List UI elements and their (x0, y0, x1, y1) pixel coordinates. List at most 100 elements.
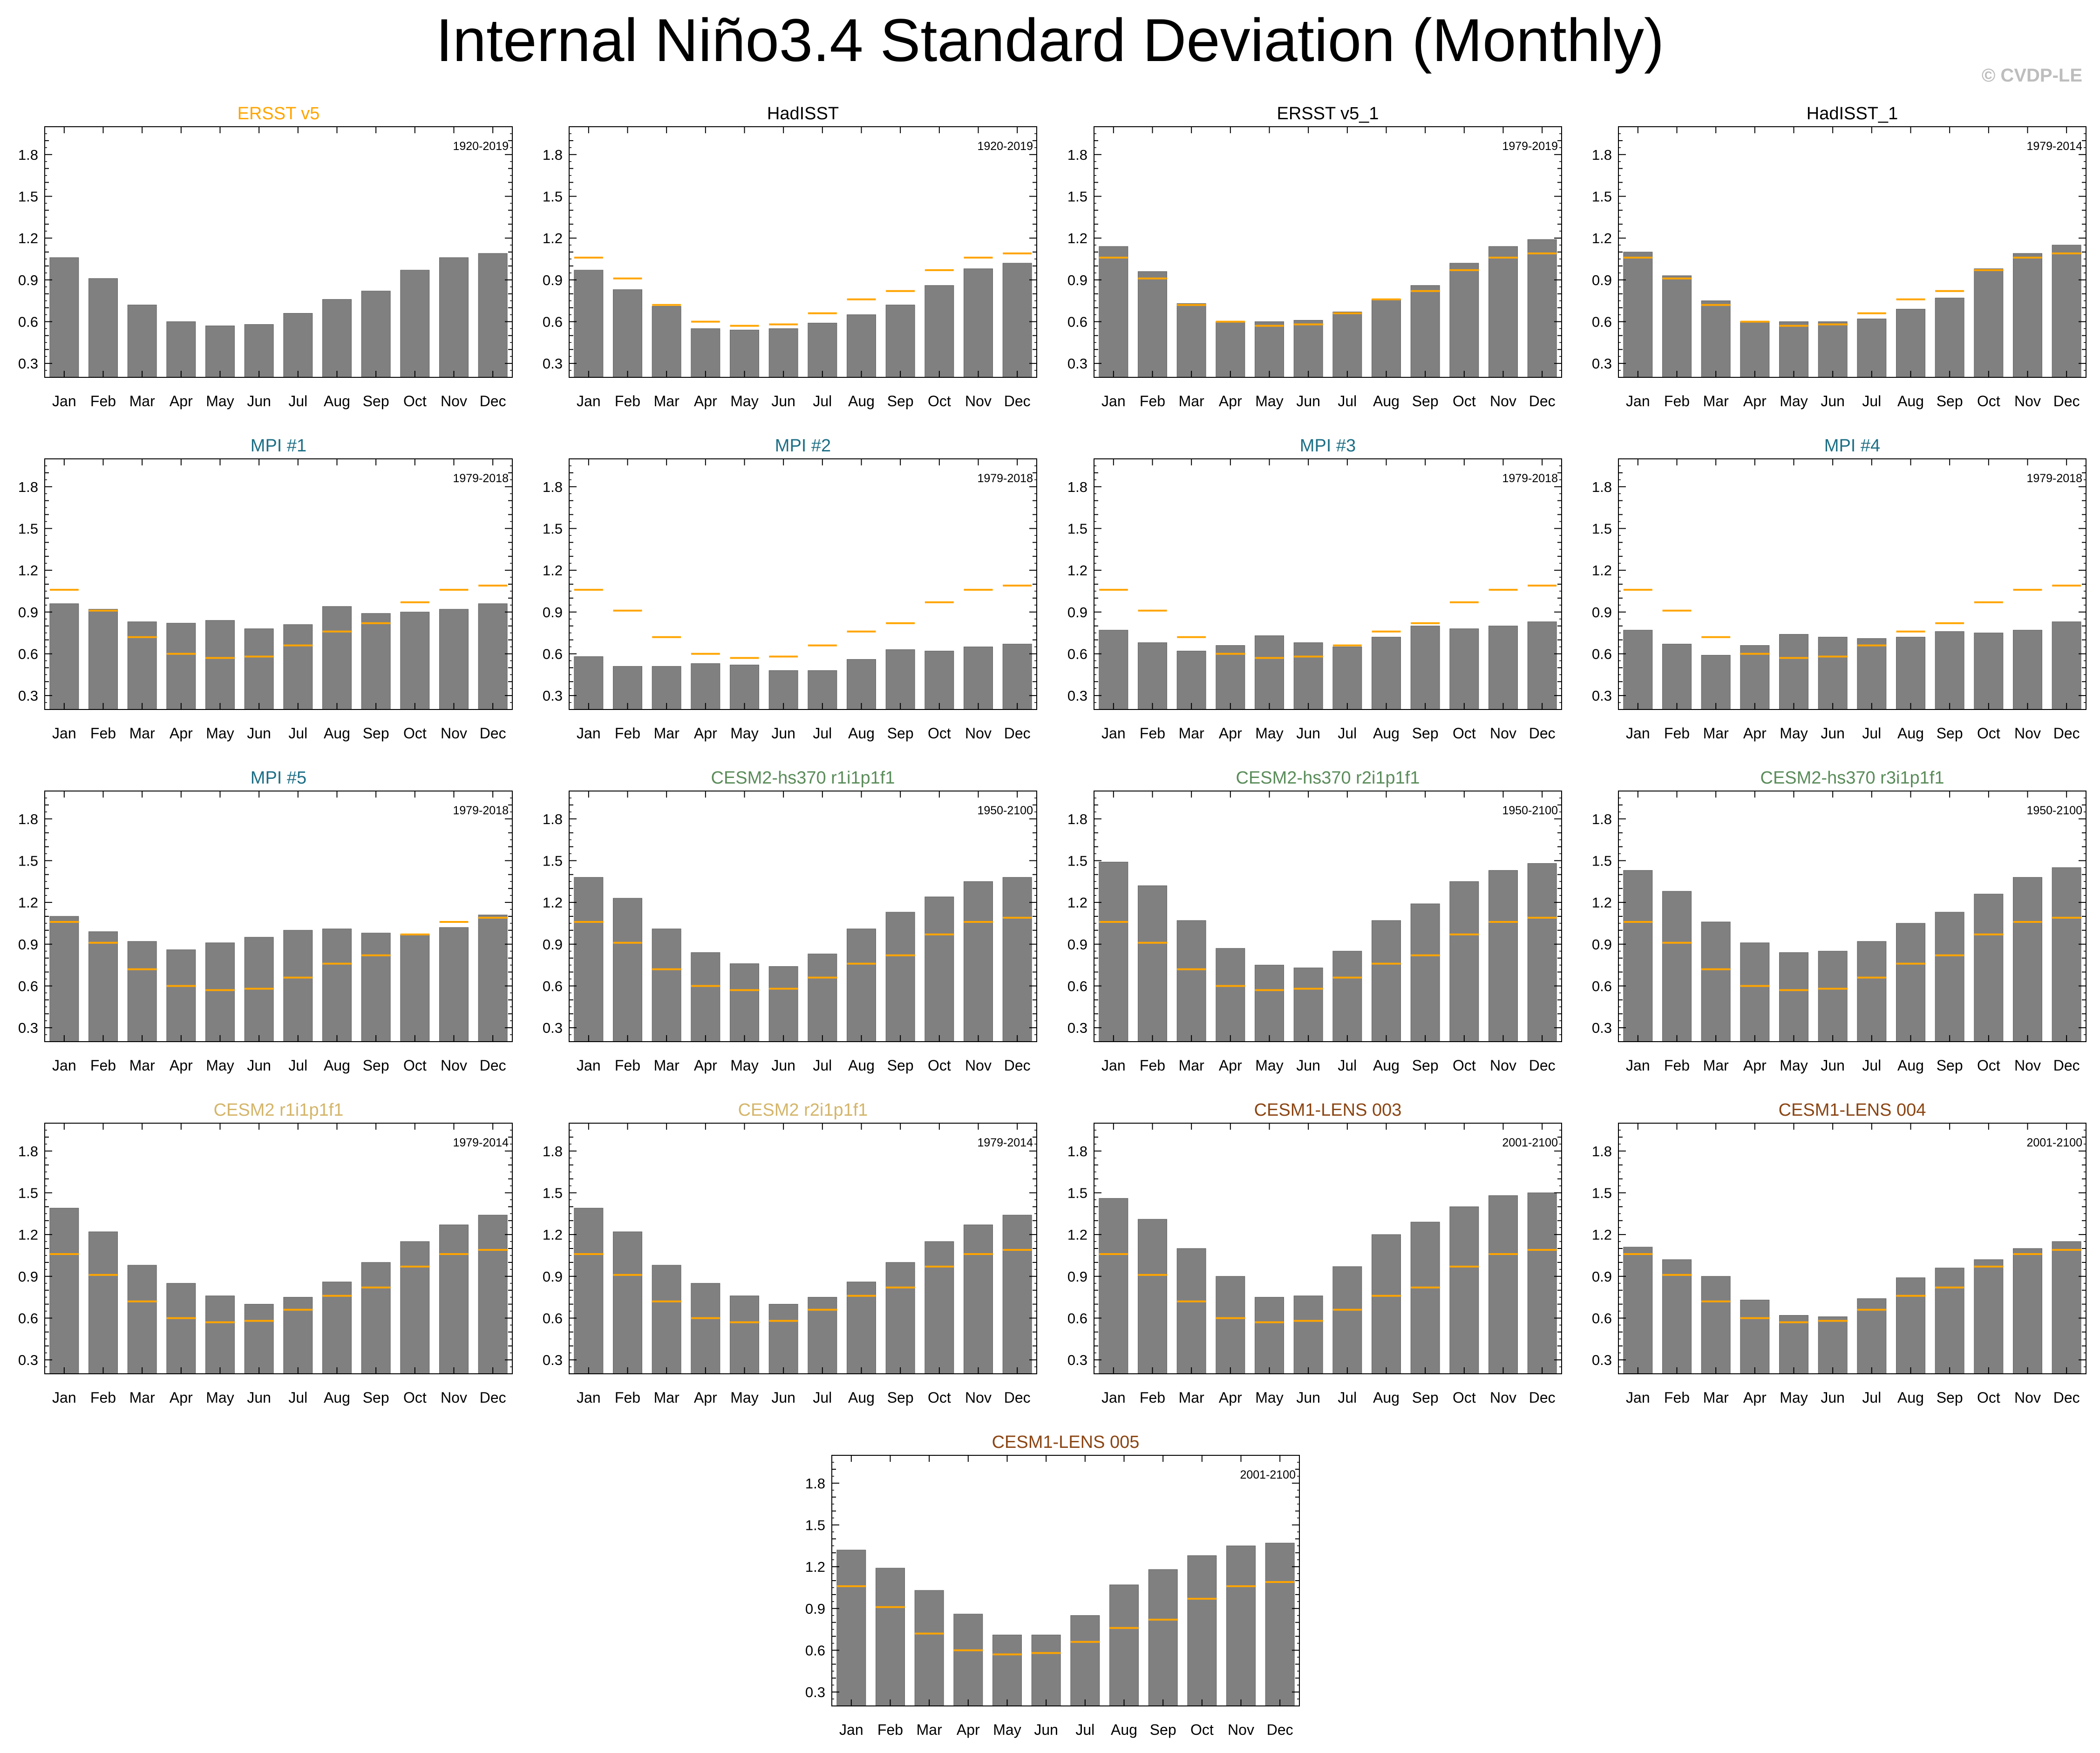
y-tick-label: 0.3 (1592, 1020, 1612, 1036)
bar (478, 603, 508, 710)
bar (244, 1304, 274, 1374)
bar (1002, 644, 1032, 710)
bar (361, 1262, 391, 1374)
bar (1138, 642, 1167, 710)
y-tick-label: 0.3 (1067, 1352, 1087, 1368)
bar (1148, 1569, 1178, 1706)
x-tick-label: Oct (928, 393, 951, 409)
chart-panel: MPI #3 0.3 0.6 0.9 1.2 1.5 1.8 Jan Feb Mar Apr May J… (1067, 436, 1562, 742)
bar (1662, 275, 1692, 378)
x-tick-label: Feb (1140, 393, 1165, 409)
x-tick-label: Jul (813, 1057, 832, 1074)
x-tick-label: Nov (441, 725, 467, 742)
x-tick-label: Aug (324, 1057, 350, 1074)
chart-title: ERSST v5_1 (1277, 104, 1379, 123)
x-tick-label: Nov (2014, 1057, 2041, 1074)
x-tick-label: Jul (1862, 1057, 1881, 1074)
bar (2052, 1241, 2081, 1374)
x-tick-label: Jun (1034, 1721, 1058, 1738)
bar (924, 1241, 954, 1374)
bar (1662, 891, 1692, 1042)
y-tick-label: 1.8 (805, 1475, 825, 1492)
y-tick-label: 0.3 (18, 1352, 38, 1368)
x-tick-label: May (206, 1057, 234, 1074)
y-tick-label: 1.8 (1067, 479, 1087, 495)
x-tick-label: Dec (1529, 1389, 1556, 1406)
x-tick-label: Feb (1664, 725, 1690, 742)
bar (1818, 951, 1848, 1042)
bar (1896, 309, 1925, 378)
x-tick-label: Dec (2053, 1389, 2080, 1406)
bar (847, 928, 876, 1042)
x-tick-label: Sep (1937, 1389, 1963, 1406)
y-tick-label: 0.3 (1067, 688, 1087, 704)
bar (1488, 246, 1518, 378)
x-tick-label: Oct (1453, 1389, 1476, 1406)
x-tick-label: Sep (887, 1389, 914, 1406)
bar (283, 313, 313, 378)
y-tick-label: 0.9 (18, 1269, 38, 1285)
y-tick-label: 1.5 (1592, 520, 1612, 537)
x-tick-label: Mar (1179, 393, 1204, 409)
x-tick-label: May (1255, 1057, 1283, 1074)
bar (691, 328, 720, 378)
x-tick-label: Sep (887, 393, 914, 409)
y-tick-label: 1.8 (1592, 147, 1612, 163)
y-tick-label: 0.6 (1067, 314, 1087, 330)
bar (322, 928, 352, 1042)
x-tick-label: Jan (52, 725, 76, 742)
bar (2052, 867, 2081, 1042)
x-tick-label: Mar (129, 1389, 155, 1406)
x-tick-label: Oct (928, 1057, 951, 1074)
bar (652, 1265, 681, 1374)
x-tick-label: Aug (324, 393, 350, 409)
x-tick-label: Mar (1179, 725, 1204, 742)
y-tick-label: 0.3 (1592, 688, 1612, 704)
x-tick-label: Oct (1977, 1057, 2000, 1074)
x-tick-label: Nov (441, 1057, 467, 1074)
x-tick-label: Jul (1338, 1389, 1357, 1406)
y-tick-label: 0.9 (1067, 1269, 1087, 1285)
bar (1857, 638, 1887, 710)
x-tick-label: Nov (2014, 725, 2041, 742)
bar (1002, 877, 1032, 1042)
x-tick-label: Aug (1897, 1389, 1924, 1406)
y-tick-label: 1.5 (543, 520, 563, 537)
bar (1818, 1316, 1848, 1374)
x-tick-label: Jul (288, 725, 307, 742)
bar (1623, 630, 1653, 710)
y-tick-label: 0.3 (805, 1684, 825, 1700)
x-tick-label: Sep (1937, 725, 1963, 742)
x-tick-label: Jul (1338, 725, 1357, 742)
y-tick-label: 1.2 (18, 1227, 38, 1243)
bar (2013, 877, 2042, 1042)
y-tick-label: 1.5 (1067, 520, 1087, 537)
x-tick-label: Apr (1219, 725, 1242, 742)
bar (400, 612, 430, 710)
chart-title: CESM2 r1i1p1f1 (214, 1100, 344, 1120)
bar (400, 1241, 430, 1374)
y-tick-label: 1.5 (18, 188, 38, 205)
y-tick-label: 1.5 (543, 188, 563, 205)
x-tick-label: Dec (480, 393, 506, 409)
period-label: 1979-2014 (2026, 140, 2082, 153)
y-tick-label: 1.2 (1067, 230, 1087, 246)
bar (1818, 637, 1848, 710)
bar (652, 666, 681, 710)
x-tick-label: Oct (1190, 1721, 1214, 1738)
y-tick-label: 0.9 (18, 272, 38, 288)
x-tick-label: Mar (1179, 1389, 1204, 1406)
x-tick-label: Apr (1743, 725, 1767, 742)
x-tick-label: Feb (1140, 725, 1165, 742)
bar (478, 253, 508, 378)
bar (127, 305, 157, 378)
bar (244, 628, 274, 710)
bar (1896, 637, 1925, 710)
bar (88, 278, 118, 378)
x-tick-label: Jan (1626, 393, 1650, 409)
y-tick-label: 0.6 (543, 1310, 563, 1326)
bar (876, 1568, 905, 1706)
y-tick-label: 0.9 (543, 272, 563, 288)
bar (1410, 1221, 1440, 1374)
period-label: 1920-2019 (453, 140, 509, 153)
